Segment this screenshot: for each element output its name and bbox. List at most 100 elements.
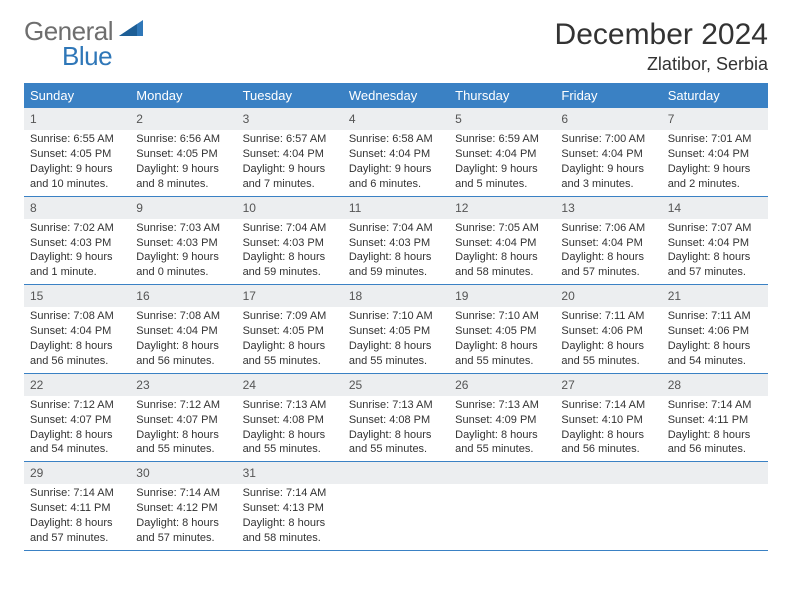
- daylight-text: Daylight: 8 hours and 56 minutes.: [30, 339, 124, 369]
- logo-text-wrap: General Blue: [24, 18, 145, 69]
- daylight-text: Daylight: 8 hours and 55 minutes.: [349, 339, 443, 369]
- day-cell: 16Sunrise: 7:08 AMSunset: 4:04 PMDayligh…: [130, 285, 236, 373]
- day-content: Sunrise: 7:10 AMSunset: 4:05 PMDaylight:…: [343, 309, 449, 368]
- sunset-text: Sunset: 4:04 PM: [455, 147, 549, 162]
- day-number: 5: [449, 108, 555, 130]
- location: Zlatibor, Serbia: [555, 54, 768, 75]
- weeks-container: 1Sunrise: 6:55 AMSunset: 4:05 PMDaylight…: [24, 108, 768, 551]
- daylight-text: Daylight: 8 hours and 55 minutes.: [455, 339, 549, 369]
- day-cell: 11Sunrise: 7:04 AMSunset: 4:03 PMDayligh…: [343, 197, 449, 285]
- day-number: 20: [555, 285, 661, 307]
- day-cell: 25Sunrise: 7:13 AMSunset: 4:08 PMDayligh…: [343, 374, 449, 462]
- sunrise-text: Sunrise: 7:02 AM: [30, 221, 124, 236]
- day-content: Sunrise: 7:14 AMSunset: 4:12 PMDaylight:…: [130, 486, 236, 545]
- day-content: Sunrise: 6:57 AMSunset: 4:04 PMDaylight:…: [237, 132, 343, 191]
- day-cell: 29Sunrise: 7:14 AMSunset: 4:11 PMDayligh…: [24, 462, 130, 550]
- day-cell: 7Sunrise: 7:01 AMSunset: 4:04 PMDaylight…: [662, 108, 768, 196]
- logo-word-1: General: [24, 16, 113, 46]
- daylight-text: Daylight: 8 hours and 57 minutes.: [561, 250, 655, 280]
- logo-triangle-icon: [119, 18, 145, 43]
- day-cell: 12Sunrise: 7:05 AMSunset: 4:04 PMDayligh…: [449, 197, 555, 285]
- day-cell: 5Sunrise: 6:59 AMSunset: 4:04 PMDaylight…: [449, 108, 555, 196]
- day-content: Sunrise: 7:10 AMSunset: 4:05 PMDaylight:…: [449, 309, 555, 368]
- day-number: 26: [449, 374, 555, 396]
- weekday-header: Thursday: [449, 83, 555, 108]
- day-content: Sunrise: 7:13 AMSunset: 4:09 PMDaylight:…: [449, 398, 555, 457]
- sunset-text: Sunset: 4:05 PM: [30, 147, 124, 162]
- sunrise-text: Sunrise: 7:04 AM: [243, 221, 337, 236]
- day-cell: 23Sunrise: 7:12 AMSunset: 4:07 PMDayligh…: [130, 374, 236, 462]
- day-number: 29: [24, 462, 130, 484]
- day-cell: 21Sunrise: 7:11 AMSunset: 4:06 PMDayligh…: [662, 285, 768, 373]
- day-number: 16: [130, 285, 236, 307]
- day-cell: 1Sunrise: 6:55 AMSunset: 4:05 PMDaylight…: [24, 108, 130, 196]
- sunset-text: Sunset: 4:03 PM: [243, 236, 337, 251]
- day-content: Sunrise: 7:13 AMSunset: 4:08 PMDaylight:…: [343, 398, 449, 457]
- day-cell: 13Sunrise: 7:06 AMSunset: 4:04 PMDayligh…: [555, 197, 661, 285]
- day-content: Sunrise: 6:59 AMSunset: 4:04 PMDaylight:…: [449, 132, 555, 191]
- sunrise-text: Sunrise: 7:13 AM: [243, 398, 337, 413]
- week-row: 15Sunrise: 7:08 AMSunset: 4:04 PMDayligh…: [24, 285, 768, 374]
- day-cell: 14Sunrise: 7:07 AMSunset: 4:04 PMDayligh…: [662, 197, 768, 285]
- day-cell: 20Sunrise: 7:11 AMSunset: 4:06 PMDayligh…: [555, 285, 661, 373]
- daylight-text: Daylight: 8 hours and 55 minutes.: [243, 339, 337, 369]
- calendar-page: General Blue December 2024 Zlatibor, Ser…: [0, 0, 792, 551]
- day-content: Sunrise: 7:04 AMSunset: 4:03 PMDaylight:…: [343, 221, 449, 280]
- daylight-text: Daylight: 9 hours and 10 minutes.: [30, 162, 124, 192]
- daylight-text: Daylight: 8 hours and 56 minutes.: [668, 428, 762, 458]
- day-content: Sunrise: 7:04 AMSunset: 4:03 PMDaylight:…: [237, 221, 343, 280]
- day-cell: 27Sunrise: 7:14 AMSunset: 4:10 PMDayligh…: [555, 374, 661, 462]
- day-cell: 24Sunrise: 7:13 AMSunset: 4:08 PMDayligh…: [237, 374, 343, 462]
- day-content: Sunrise: 7:03 AMSunset: 4:03 PMDaylight:…: [130, 221, 236, 280]
- daylight-text: Daylight: 9 hours and 0 minutes.: [136, 250, 230, 280]
- sunset-text: Sunset: 4:07 PM: [30, 413, 124, 428]
- sunrise-text: Sunrise: 7:10 AM: [455, 309, 549, 324]
- week-row: 8Sunrise: 7:02 AMSunset: 4:03 PMDaylight…: [24, 197, 768, 286]
- day-content: Sunrise: 7:11 AMSunset: 4:06 PMDaylight:…: [662, 309, 768, 368]
- sunset-text: Sunset: 4:04 PM: [455, 236, 549, 251]
- day-number: 24: [237, 374, 343, 396]
- sunset-text: Sunset: 4:06 PM: [561, 324, 655, 339]
- sunset-text: Sunset: 4:12 PM: [136, 501, 230, 516]
- daylight-text: Daylight: 9 hours and 3 minutes.: [561, 162, 655, 192]
- sunset-text: Sunset: 4:05 PM: [349, 324, 443, 339]
- weekday-header: Sunday: [24, 83, 130, 108]
- day-number: 18: [343, 285, 449, 307]
- weekday-header-row: SundayMondayTuesdayWednesdayThursdayFrid…: [24, 83, 768, 108]
- day-content: Sunrise: 7:14 AMSunset: 4:10 PMDaylight:…: [555, 398, 661, 457]
- day-number: [555, 462, 661, 484]
- weekday-header: Saturday: [662, 83, 768, 108]
- day-cell: 31Sunrise: 7:14 AMSunset: 4:13 PMDayligh…: [237, 462, 343, 550]
- weekday-header: Tuesday: [237, 83, 343, 108]
- sunrise-text: Sunrise: 7:13 AM: [455, 398, 549, 413]
- day-cell: 19Sunrise: 7:10 AMSunset: 4:05 PMDayligh…: [449, 285, 555, 373]
- sunrise-text: Sunrise: 7:10 AM: [349, 309, 443, 324]
- day-cell: 10Sunrise: 7:04 AMSunset: 4:03 PMDayligh…: [237, 197, 343, 285]
- day-number: 21: [662, 285, 768, 307]
- sunrise-text: Sunrise: 7:07 AM: [668, 221, 762, 236]
- day-content: Sunrise: 7:12 AMSunset: 4:07 PMDaylight:…: [130, 398, 236, 457]
- sunrise-text: Sunrise: 6:59 AM: [455, 132, 549, 147]
- sunrise-text: Sunrise: 7:14 AM: [668, 398, 762, 413]
- day-cell: 3Sunrise: 6:57 AMSunset: 4:04 PMDaylight…: [237, 108, 343, 196]
- sunset-text: Sunset: 4:03 PM: [30, 236, 124, 251]
- sunset-text: Sunset: 4:04 PM: [561, 147, 655, 162]
- logo-row-1: General: [24, 18, 145, 45]
- sunset-text: Sunset: 4:11 PM: [668, 413, 762, 428]
- day-content: Sunrise: 7:13 AMSunset: 4:08 PMDaylight:…: [237, 398, 343, 457]
- day-number: [662, 462, 768, 484]
- sunset-text: Sunset: 4:08 PM: [349, 413, 443, 428]
- day-content: Sunrise: 6:56 AMSunset: 4:05 PMDaylight:…: [130, 132, 236, 191]
- day-content: Sunrise: 7:00 AMSunset: 4:04 PMDaylight:…: [555, 132, 661, 191]
- sunrise-text: Sunrise: 7:08 AM: [30, 309, 124, 324]
- daylight-text: Daylight: 8 hours and 54 minutes.: [668, 339, 762, 369]
- daylight-text: Daylight: 8 hours and 54 minutes.: [30, 428, 124, 458]
- sunrise-text: Sunrise: 6:58 AM: [349, 132, 443, 147]
- day-number: 3: [237, 108, 343, 130]
- day-content: Sunrise: 7:12 AMSunset: 4:07 PMDaylight:…: [24, 398, 130, 457]
- day-content: Sunrise: 7:07 AMSunset: 4:04 PMDaylight:…: [662, 221, 768, 280]
- day-content: Sunrise: 7:05 AMSunset: 4:04 PMDaylight:…: [449, 221, 555, 280]
- day-cell: 4Sunrise: 6:58 AMSunset: 4:04 PMDaylight…: [343, 108, 449, 196]
- weekday-header: Monday: [130, 83, 236, 108]
- day-cell: 22Sunrise: 7:12 AMSunset: 4:07 PMDayligh…: [24, 374, 130, 462]
